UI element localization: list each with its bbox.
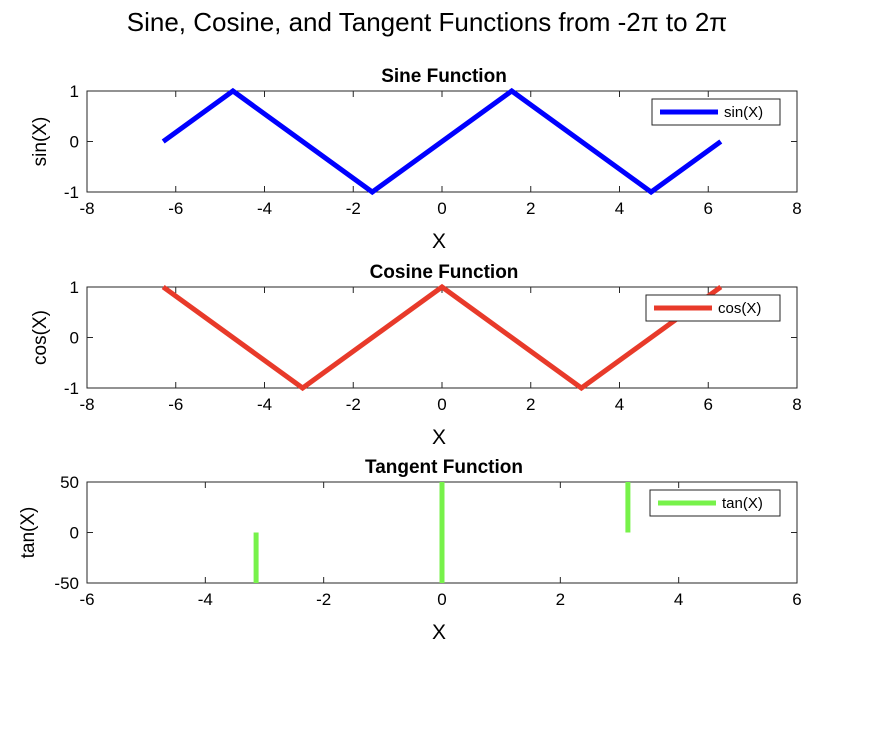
x-tick-label: -2 <box>346 395 361 414</box>
y-tick-label: 0 <box>70 524 79 543</box>
legend-label: cos(X) <box>718 300 761 317</box>
x-tick-label: 0 <box>437 590 446 609</box>
y-tick-label: 50 <box>60 473 79 492</box>
y-tick-label: 0 <box>70 329 79 348</box>
subplot-title: Sine Function <box>381 66 507 87</box>
legend: tan(X) <box>649 489 781 517</box>
legend-label: tan(X) <box>722 495 763 512</box>
x-tick-label: 0 <box>437 395 446 414</box>
x-tick-label: -4 <box>257 199 272 218</box>
figure-title: Sine, Cosine, and Tangent Functions from… <box>127 7 728 37</box>
x-tick-label: -8 <box>79 199 94 218</box>
legend: cos(X) <box>645 294 781 322</box>
y-tick-label: -1 <box>64 379 79 398</box>
x-tick-label: -4 <box>198 590 213 609</box>
x-tick-label: -4 <box>257 395 272 414</box>
x-tick-label: -2 <box>316 590 331 609</box>
x-tick-label: 4 <box>615 199 624 218</box>
series-line <box>161 283 723 392</box>
x-tick-label: 6 <box>704 395 713 414</box>
y-tick-label: 0 <box>70 133 79 152</box>
x-tick-label: -6 <box>168 395 183 414</box>
x-tick-label: 0 <box>437 199 446 218</box>
x-tick-label: 2 <box>526 199 535 218</box>
x-tick-label: -2 <box>346 199 361 218</box>
y-tick-label: 1 <box>70 82 79 101</box>
x-axis-label: X <box>432 621 446 644</box>
x-tick-label: 8 <box>792 199 801 218</box>
x-tick-label: -6 <box>79 590 94 609</box>
x-tick-label: 6 <box>792 590 801 609</box>
y-axis-label: sin(X) <box>30 117 51 167</box>
x-tick-label: 2 <box>526 395 535 414</box>
x-tick-label: -6 <box>168 199 183 218</box>
series-line <box>161 87 723 196</box>
subplot-title: Cosine Function <box>370 262 519 283</box>
legend: sin(X) <box>651 98 781 126</box>
subplot-title: Tangent Function <box>365 457 523 478</box>
x-tick-label: 2 <box>556 590 565 609</box>
x-tick-label: 4 <box>674 590 683 609</box>
x-tick-label: 4 <box>615 395 624 414</box>
y-tick-label: 1 <box>70 278 79 297</box>
y-tick-label: -50 <box>54 574 79 593</box>
y-axis-label: tan(X) <box>18 507 39 559</box>
x-tick-label: 8 <box>792 395 801 414</box>
x-axis-label: X <box>432 230 446 253</box>
y-axis-label: cos(X) <box>30 310 51 365</box>
legend-label: sin(X) <box>724 104 763 121</box>
x-tick-label: -8 <box>79 395 94 414</box>
x-tick-label: 6 <box>704 199 713 218</box>
y-tick-label: -1 <box>64 183 79 202</box>
x-axis-label: X <box>432 426 446 449</box>
